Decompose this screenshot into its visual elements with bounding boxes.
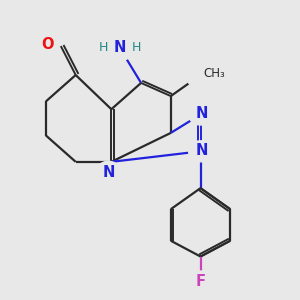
- Text: O: O: [41, 37, 54, 52]
- Circle shape: [189, 141, 212, 162]
- Circle shape: [96, 161, 121, 183]
- Circle shape: [189, 104, 212, 125]
- Text: F: F: [196, 274, 206, 289]
- Text: N: N: [196, 106, 208, 122]
- Text: H: H: [132, 41, 141, 54]
- Text: H: H: [99, 41, 109, 54]
- Text: N: N: [102, 165, 115, 180]
- Circle shape: [190, 271, 211, 290]
- Text: CH₃: CH₃: [203, 67, 225, 80]
- Circle shape: [186, 62, 215, 88]
- Text: N: N: [196, 143, 208, 158]
- Text: N: N: [114, 40, 127, 55]
- Circle shape: [107, 37, 134, 61]
